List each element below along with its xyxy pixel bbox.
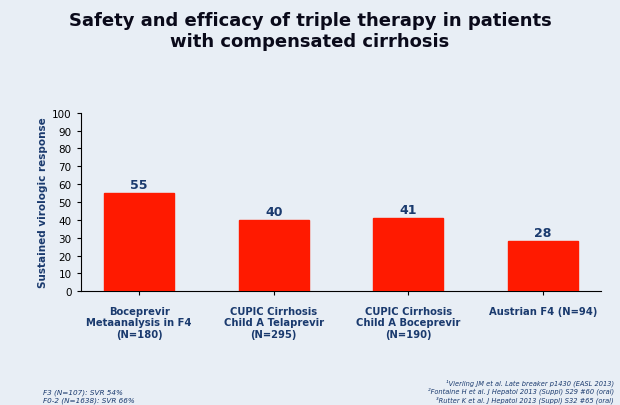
Text: CUPIC Cirrhosis
Child A Boceprevir
(N=190): CUPIC Cirrhosis Child A Boceprevir (N=19… — [356, 306, 461, 339]
Y-axis label: Sustained virologic response: Sustained virologic response — [38, 117, 48, 288]
Text: F3 (N=107): SVR 54%
F0-2 (N=1638): SVR 66%: F3 (N=107): SVR 54% F0-2 (N=1638): SVR 6… — [43, 389, 135, 403]
Text: 40: 40 — [265, 205, 283, 218]
Text: 41: 41 — [399, 203, 417, 216]
Text: Safety and efficacy of triple therapy in patients
with compensated cirrhosis: Safety and efficacy of triple therapy in… — [69, 12, 551, 51]
Text: 28: 28 — [534, 227, 551, 240]
Bar — [373, 219, 443, 292]
Text: CUPIC Cirrhosis
Child A Telaprevir
(N=295): CUPIC Cirrhosis Child A Telaprevir (N=29… — [224, 306, 324, 339]
Text: 55: 55 — [130, 179, 148, 192]
Text: Boceprevir
Metaanalysis in F4
(N=180): Boceprevir Metaanalysis in F4 (N=180) — [87, 306, 192, 339]
Bar — [239, 220, 309, 292]
Text: ¹Vierling JM et al. Late breaker p1430 (EASL 2013)
²Fontaine H et al. J Hepatol : ¹Vierling JM et al. Late breaker p1430 (… — [428, 378, 614, 403]
Text: Austrian F4 (N=94): Austrian F4 (N=94) — [489, 306, 597, 316]
Bar — [104, 194, 174, 292]
Bar — [508, 242, 578, 292]
